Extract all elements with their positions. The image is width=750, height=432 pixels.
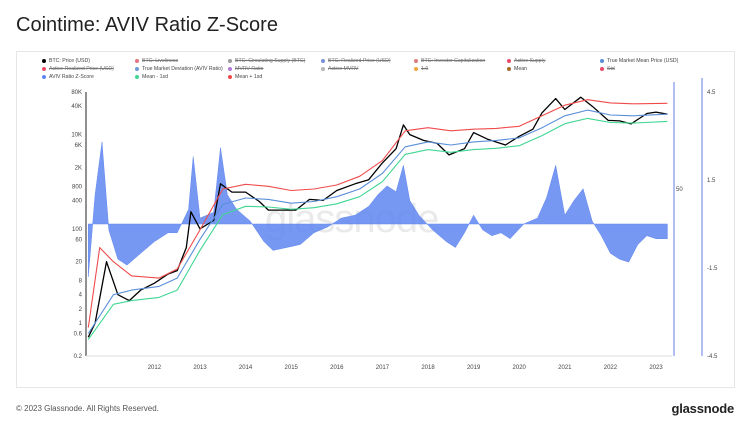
x-tick-label: 2019	[467, 365, 481, 371]
legend-label: Std	[607, 66, 615, 72]
legend-swatch	[135, 67, 139, 71]
y-tick-label: 40K	[71, 104, 82, 110]
y-tick-label: 2K	[75, 165, 82, 171]
y-tick-label: 0.2	[74, 354, 83, 360]
y-tick-label: 400	[72, 198, 83, 204]
x-tick-label: 2023	[649, 365, 663, 371]
y2-tick-label: -1.5	[707, 266, 718, 272]
legend-item[interactable]: Mean + 1sd	[228, 74, 262, 80]
x-tick-label: 2015	[285, 365, 299, 371]
legend-label: MVRV Ratio	[235, 66, 264, 72]
y2-tick-label: 4.5	[707, 90, 716, 96]
legend-label: BTC: Circulating Supply (BTC)	[235, 58, 306, 64]
legend-item[interactable]: Active Realized Price (USD)	[42, 66, 114, 72]
legend-label: 1.0	[421, 66, 429, 72]
y-tick-label: 20	[75, 260, 82, 266]
legend-label: Active MVRV	[328, 66, 359, 72]
legend-swatch	[135, 75, 139, 79]
y2-tick-label: 1.5	[707, 178, 716, 184]
y-tick-label: 6K	[75, 143, 82, 149]
series-line	[87, 109, 668, 334]
legend-label: Mean - 1sd	[142, 74, 168, 80]
legend-item[interactable]: BTC: Realized Price (USD)	[321, 58, 391, 64]
legend-swatch	[507, 59, 511, 63]
y2-tick-label: -4.5	[707, 354, 718, 360]
legend: BTC: Price (USD) BTC: Liveliness BTC: Circ…	[42, 58, 682, 92]
y-tick-label: 2	[79, 307, 83, 313]
legend-item[interactable]: Std	[600, 66, 615, 72]
y-tick-label: 80K	[71, 90, 82, 96]
x-tick-label: 2017	[376, 365, 390, 371]
legend-swatch	[228, 75, 232, 79]
legend-label: Active Supply	[514, 58, 546, 64]
legend-item[interactable]: Mean - 1sd	[135, 74, 168, 80]
legend-label: True Market Deviation (AVIV Ratio)	[142, 66, 223, 72]
zscore-area-path	[88, 141, 668, 277]
brand-logo: glassnode	[671, 401, 735, 416]
x-tick-label: 2021	[558, 365, 572, 371]
legend-item[interactable]: True Market Deviation (AVIV Ratio)	[135, 66, 223, 72]
legend-swatch	[135, 59, 139, 63]
legend-item[interactable]: MVRV Ratio	[228, 66, 263, 72]
legend-swatch	[414, 67, 418, 71]
legend-item[interactable]: BTC: Circulating Supply (BTC)	[228, 58, 305, 64]
legend-item[interactable]: BTC: Investor Capitalization	[414, 58, 485, 64]
legend-label: True Market Mean Price (USD)	[607, 58, 679, 64]
chart-title: Cointime: AVIV Ratio Z-Score	[16, 14, 278, 36]
legend-item[interactable]: Active Supply	[507, 58, 545, 64]
legend-label: BTC: Investor Capitalization	[421, 58, 486, 64]
series-line	[87, 117, 668, 340]
legend-item[interactable]: BTC: Liveliness	[135, 58, 178, 64]
legend-label: BTC: Price (USD)	[49, 58, 90, 64]
legend-item[interactable]: 1.0	[414, 66, 428, 72]
legend-swatch	[228, 59, 232, 63]
y-tick-label: 4	[79, 293, 83, 299]
legend-swatch	[507, 67, 511, 71]
legend-swatch	[414, 59, 418, 63]
x-tick-label: 2014	[239, 365, 253, 371]
legend-swatch	[42, 75, 46, 79]
legend-swatch	[600, 59, 604, 63]
chart-lines	[87, 96, 668, 340]
legend-item[interactable]: AVIV Ratio Z-Score	[42, 74, 94, 80]
legend-label: BTC: Realized Price (USD)	[328, 58, 391, 64]
chart-frame	[16, 51, 735, 388]
series-line	[87, 96, 668, 338]
mid-tick-label: 50	[676, 187, 683, 193]
legend-swatch	[600, 67, 604, 71]
y-tick-label: 0.6	[74, 332, 83, 338]
legend-label: AVIV Ratio Z-Score	[49, 74, 94, 80]
x-tick-label: 2022	[604, 365, 618, 371]
x-tick-label: 2018	[421, 365, 435, 371]
y-tick-label: 1	[79, 321, 83, 327]
legend-swatch	[228, 67, 232, 71]
legend-item[interactable]: BTC: Price (USD)	[42, 58, 90, 64]
zscore-area	[88, 141, 668, 277]
legend-swatch	[321, 67, 325, 71]
y-tick-label: 8	[79, 279, 83, 285]
legend-item[interactable]: True Market Mean Price (USD)	[600, 58, 678, 64]
series-line	[87, 99, 668, 328]
legend-swatch	[321, 59, 325, 63]
y-tick-label: 60	[75, 237, 82, 243]
x-tick-label: 2020	[513, 365, 527, 371]
legend-label: Mean + 1sd	[235, 74, 263, 80]
y-tick-label: 10K	[71, 133, 82, 139]
legend-label: Mean	[514, 66, 527, 72]
legend-label: Active Realized Price (USD)	[49, 66, 114, 72]
legend-swatch	[42, 59, 46, 63]
y-tick-label: 100	[72, 227, 83, 233]
y-tick-label: 800	[72, 184, 83, 190]
x-tick-label: 2012	[148, 365, 162, 371]
copyright: © 2023 Glassnode. All Rights Reserved.	[16, 404, 159, 413]
x-tick-label: 2016	[330, 365, 344, 371]
legend-item[interactable]: Mean	[507, 66, 527, 72]
chart-axes: 80K 40K 10K 6K 2K 800 400 100 60 20 8 4 2 1 0.6 0.2 4.5 1…	[71, 78, 718, 371]
x-tick-label: 2013	[193, 365, 207, 371]
legend-swatch	[42, 67, 46, 71]
legend-item[interactable]: Active MVRV	[321, 66, 358, 72]
legend-label: BTC: Liveliness	[142, 58, 179, 64]
